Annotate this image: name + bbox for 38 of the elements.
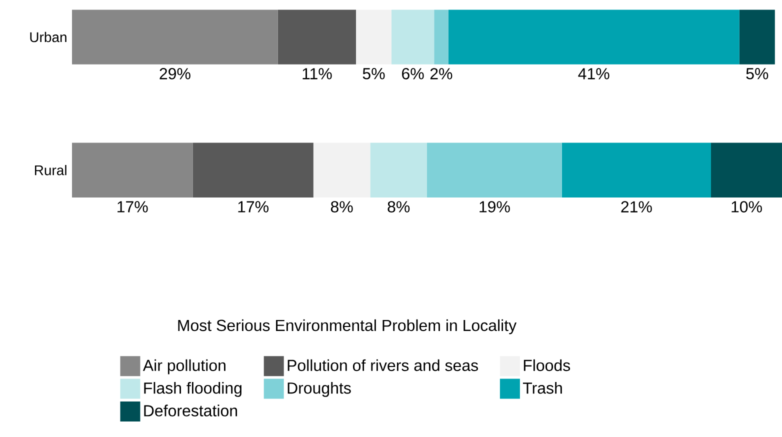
bar bbox=[356, 10, 392, 64]
bar bbox=[711, 142, 782, 198]
legend-label: Deforestation bbox=[144, 404, 238, 416]
legend-label: Flash flooding bbox=[144, 382, 242, 397]
bar bbox=[313, 142, 370, 198]
data-label: 11% bbox=[302, 68, 332, 80]
bar bbox=[434, 10, 448, 64]
y-tick-label: Urban bbox=[30, 32, 66, 42]
data-label: 8% bbox=[330, 201, 353, 212]
data-label: 5% bbox=[362, 68, 385, 80]
data-label: 5% bbox=[746, 68, 768, 80]
y-tick-label: Rural bbox=[34, 164, 66, 176]
data-label: 29% bbox=[160, 68, 190, 80]
bar bbox=[427, 142, 562, 198]
data-label: 21% bbox=[621, 201, 652, 212]
legend-title: Most Serious Environmental Problem in Locality bbox=[178, 319, 517, 334]
data-label: 19% bbox=[480, 201, 510, 212]
bar bbox=[192, 142, 314, 198]
data-label: 8% bbox=[388, 201, 410, 212]
bar bbox=[72, 142, 193, 198]
data-label: 17% bbox=[118, 201, 148, 212]
data-label: 10% bbox=[732, 201, 762, 212]
bar bbox=[370, 142, 427, 198]
data-label: 17% bbox=[238, 201, 268, 212]
legend-label: Droughts bbox=[288, 382, 351, 397]
data-label: 6% bbox=[402, 68, 424, 80]
bar bbox=[392, 10, 434, 64]
legend-label: Trash bbox=[522, 382, 562, 394]
bar bbox=[739, 10, 775, 64]
bar bbox=[448, 10, 740, 64]
bar bbox=[562, 142, 711, 198]
bar bbox=[278, 10, 356, 64]
data-label: 41% bbox=[578, 68, 610, 80]
legend-label: Floods bbox=[524, 359, 570, 372]
legend-label: Air pollution bbox=[142, 359, 226, 374]
legend-label: Pollution of rivers and seas bbox=[288, 359, 478, 372]
bar bbox=[72, 10, 278, 64]
data-label: 2% bbox=[430, 68, 452, 80]
